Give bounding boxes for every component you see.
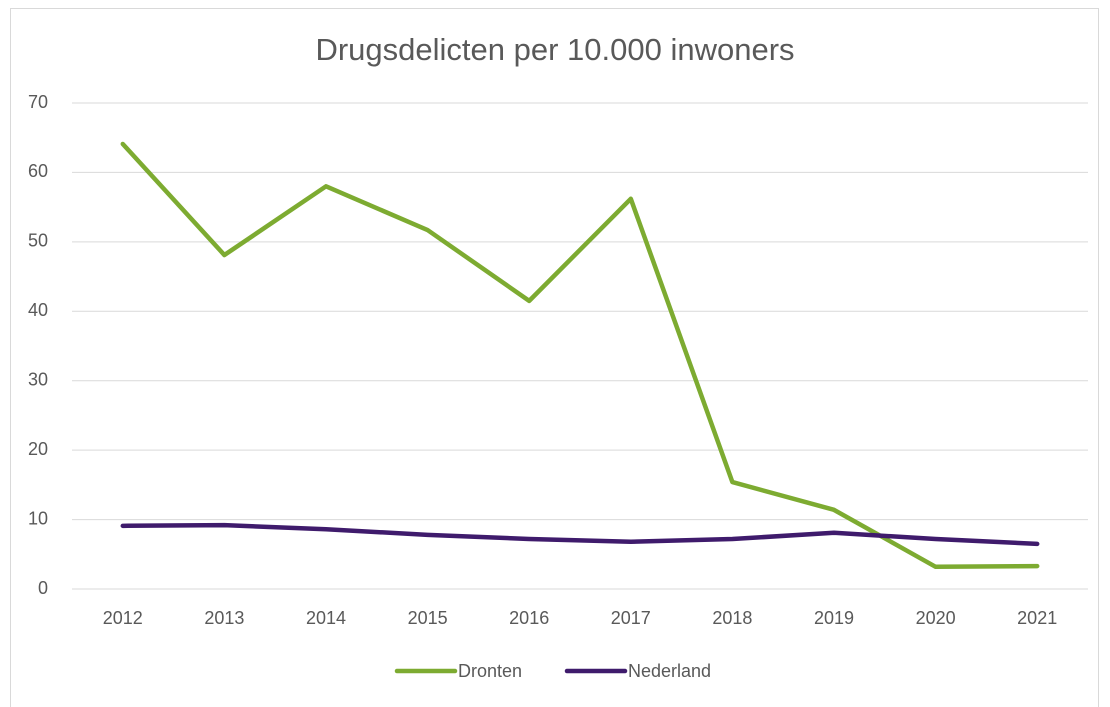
- x-tick-label: 2014: [306, 608, 346, 628]
- y-tick-label: 20: [28, 439, 48, 459]
- legend-label: Nederland: [628, 661, 711, 681]
- x-tick-label: 2021: [1017, 608, 1057, 628]
- y-tick-label: 0: [38, 578, 48, 598]
- x-tick-label: 2020: [916, 608, 956, 628]
- y-tick-label: 50: [28, 231, 48, 251]
- x-tick-label: 2013: [204, 608, 244, 628]
- x-tick-label: 2016: [509, 608, 549, 628]
- x-tick-label: 2017: [611, 608, 651, 628]
- x-tick-label: 2012: [103, 608, 143, 628]
- chart-frame: [10, 8, 1099, 707]
- y-tick-label: 30: [28, 369, 48, 389]
- legend-label: Dronten: [458, 661, 522, 681]
- series-line: [120, 522, 1040, 547]
- series-line: [120, 141, 1040, 570]
- y-tick-label: 40: [28, 300, 48, 320]
- chart-title: Drugsdelicten per 10.000 inwoners: [315, 32, 794, 67]
- y-tick-label: 10: [28, 508, 48, 528]
- x-tick-label: 2015: [408, 608, 448, 628]
- y-tick-label: 60: [28, 161, 48, 181]
- x-tick-label: 2018: [712, 608, 752, 628]
- y-tick-label: 70: [28, 92, 48, 112]
- x-tick-label: 2019: [814, 608, 854, 628]
